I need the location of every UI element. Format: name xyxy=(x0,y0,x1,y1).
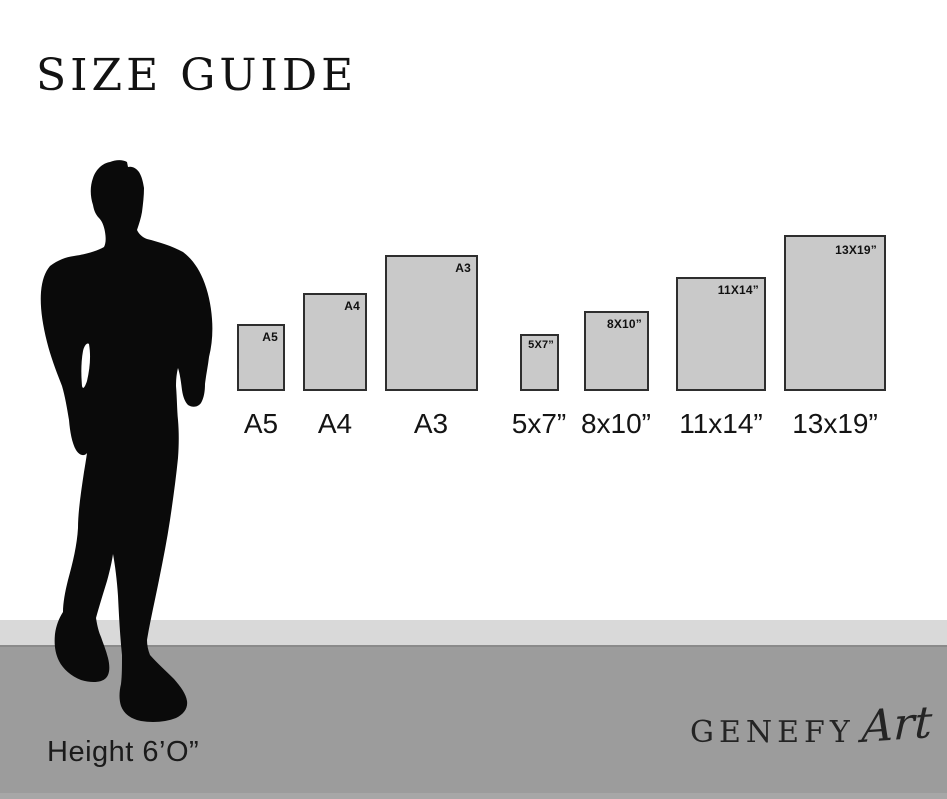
size-caption-11x14: 11x14” xyxy=(679,408,763,439)
size-box-13x19: 13X19” xyxy=(784,235,886,391)
size-caption-13x19: 13x19” xyxy=(792,408,878,439)
size-box-corner-label: 5X7” xyxy=(528,339,554,351)
size-caption-5x7: 5x7” xyxy=(511,408,567,439)
size-caption-a4: A4 xyxy=(317,408,353,439)
size-box-a4: A4 xyxy=(303,293,367,391)
size-box-corner-label: 13X19” xyxy=(835,243,877,257)
floor-light-strip xyxy=(0,620,947,645)
size-caption-a3: A3 xyxy=(413,408,449,439)
figure-height-label: Height 6’O” xyxy=(47,736,200,768)
size-box-corner-label: A5 xyxy=(262,330,278,344)
size-box-a3: A3 xyxy=(385,255,478,391)
brand-logo-name: GENEFY xyxy=(690,715,855,750)
size-box-8x10: 8X10” xyxy=(584,311,649,391)
size-box-corner-label: A3 xyxy=(455,261,471,275)
size-box-11x14: 11X14” xyxy=(676,277,766,391)
brand-logo-script: Art xyxy=(860,696,933,754)
page-title: SIZE GUIDE xyxy=(36,50,358,101)
size-box-corner-label: 8X10” xyxy=(606,317,642,331)
size-box-5x7: 5X7” xyxy=(520,334,559,391)
size-box-corner-label: 11X14” xyxy=(717,283,759,297)
size-caption-a5: A5 xyxy=(243,408,279,439)
floor-bottom-edge xyxy=(0,793,947,799)
brand-logo: GENEFY Art xyxy=(690,697,933,753)
size-box-a5: A5 xyxy=(237,324,285,391)
size-box-corner-label: A4 xyxy=(344,299,360,313)
size-caption-8x10: 8x10” xyxy=(580,408,652,439)
